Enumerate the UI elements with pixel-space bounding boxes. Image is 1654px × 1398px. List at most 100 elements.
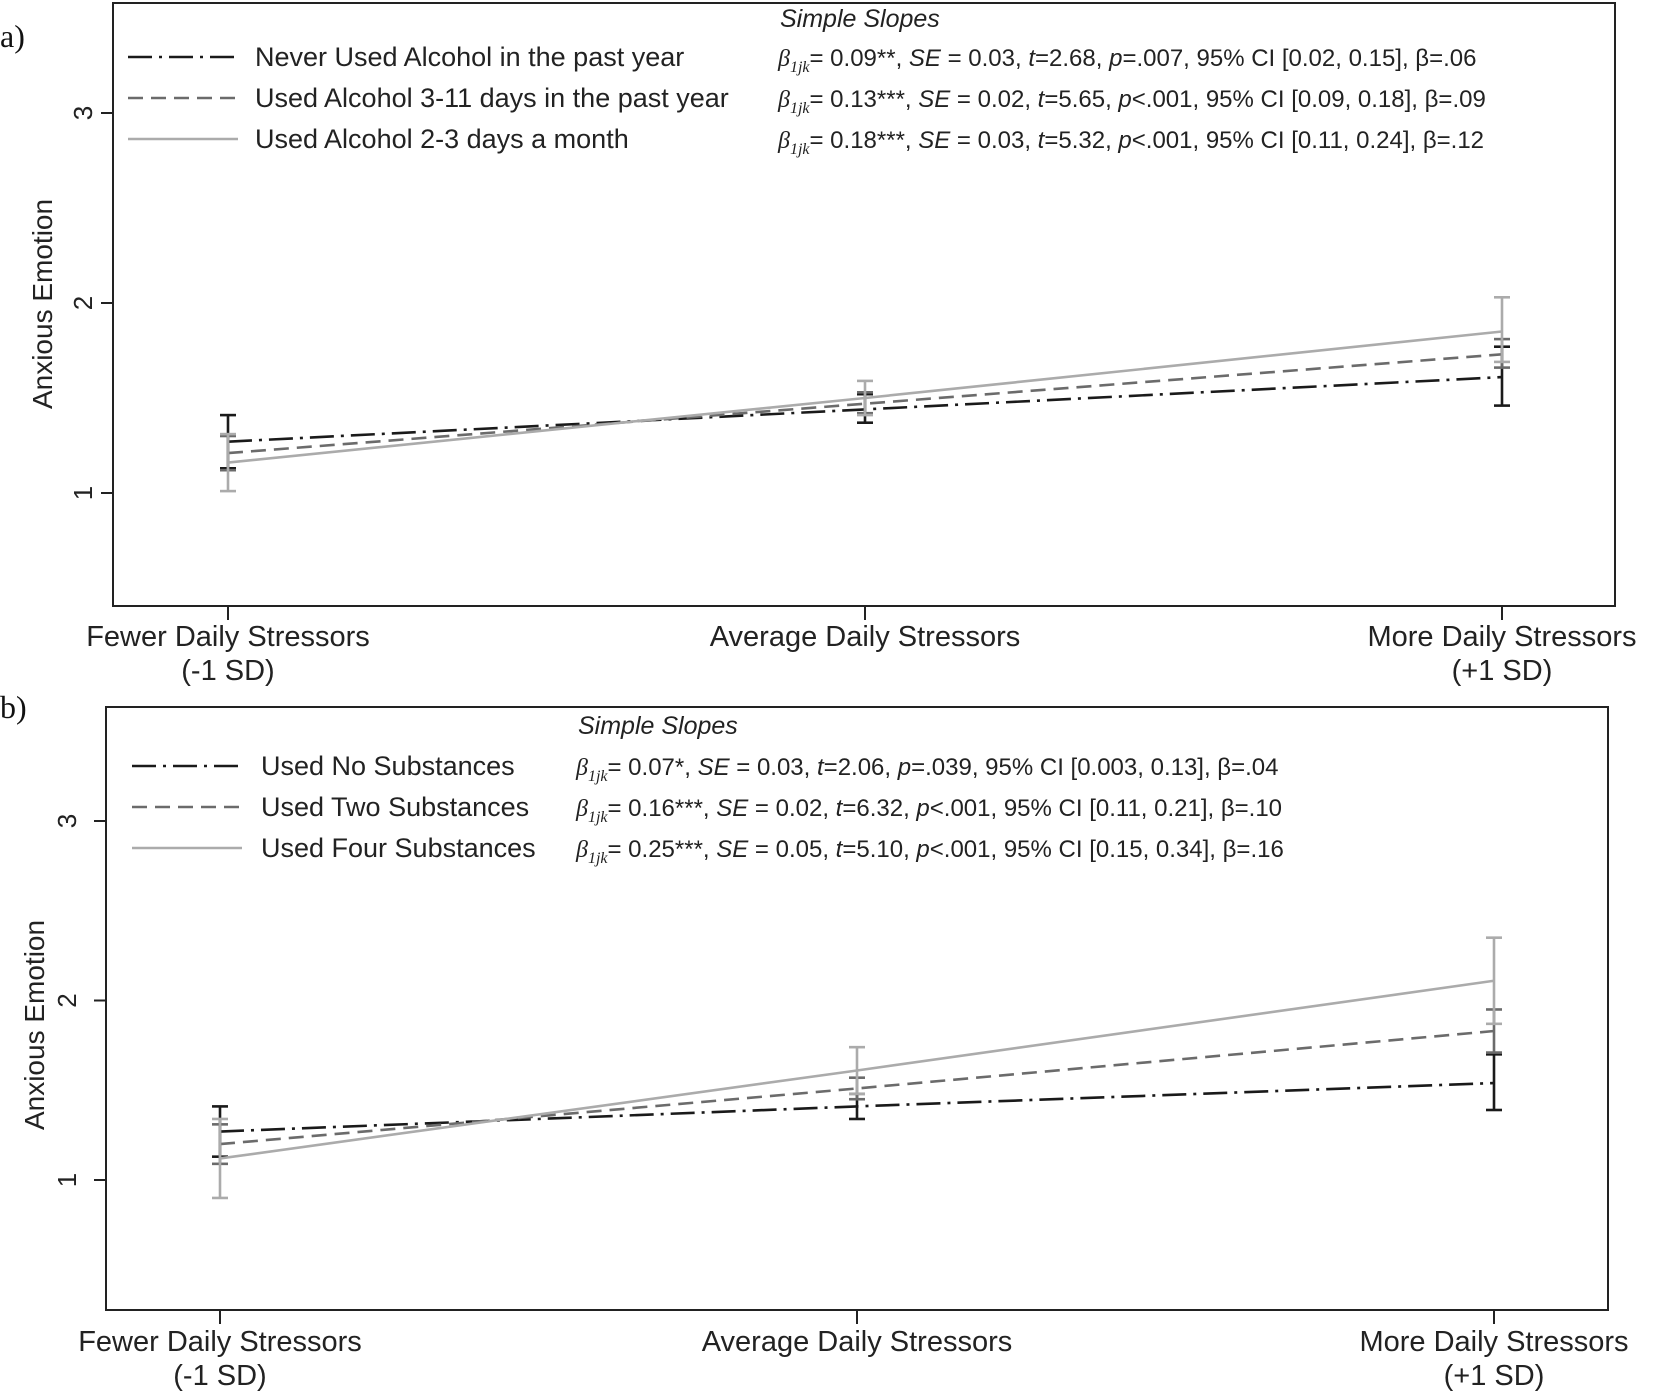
slope-stat-part: t — [1028, 45, 1036, 72]
x-tick-label-line: Fewer Daily Stressors — [86, 621, 370, 653]
y-axis-label: Anxious Emotion — [19, 920, 50, 1130]
legend-label: Used Two Substances — [261, 792, 529, 822]
x-tick-label: More Daily Stressors (+1 SD) — [1367, 621, 1636, 687]
legend-title: Simple Slopes — [578, 712, 738, 740]
slope-stat-part: =.007, 95% CI [0.02, 0.15], β=.06 — [1122, 45, 1476, 72]
x-tick-label: Fewer Daily Stressors (-1 SD) — [86, 621, 370, 687]
slope-stat-part: = 0.02, — [950, 86, 1037, 113]
slope-stat-part: = 0.13***, — [810, 86, 919, 113]
y-tick-label: 2 — [68, 296, 98, 310]
legend-label: Used Alcohol 3-11 days in the past year — [255, 83, 729, 113]
slope-stat-part: t — [836, 836, 844, 863]
legend-title: Simple Slopes — [780, 5, 940, 33]
slope-stat-part: = 0.03, — [730, 754, 817, 781]
slope-stat-part: SE — [716, 836, 749, 863]
slope-stat-part: p — [1117, 86, 1131, 113]
slope-stat-part: = 0.03, — [950, 127, 1037, 154]
y-tick-label: 3 — [68, 106, 98, 120]
slope-stat-part: SE — [716, 795, 749, 822]
slope-stat-part: p — [897, 754, 911, 781]
slope-stat-part: 1jk — [588, 809, 608, 826]
slope-stat-part: SE — [918, 86, 951, 113]
legend-label: Used Four Substances — [261, 833, 536, 863]
y-tick-label: 1 — [68, 486, 98, 500]
slope-stat-part: <.001, 95% CI [0.15, 0.34], β=.16 — [930, 836, 1284, 863]
slope-stat-part: SE — [918, 127, 951, 154]
slope-stat-part: =5.10, — [842, 836, 916, 863]
series-3 — [220, 295, 1510, 493]
legend-label: Used No Substances — [261, 751, 515, 781]
slope-stat-part: β — [777, 128, 790, 154]
x-tick-label: Average Daily Stressors — [710, 621, 1021, 653]
y-axis-label: Anxious Emotion — [27, 199, 58, 409]
x-tick-label: Fewer Daily Stressors (-1 SD) — [78, 1326, 362, 1392]
x-tick-label: More Daily Stressors (+1 SD) — [1359, 1326, 1628, 1392]
slope-stat-part: = 0.16***, — [608, 795, 717, 822]
slope-stat: β1jk= 0.13***, SE = 0.02, t=5.65, p<.001… — [777, 86, 1486, 117]
slope-stat-part: β — [575, 796, 588, 822]
slope-stat-part: t — [836, 795, 844, 822]
panel-a: a) 1 2 3 Anxious Emotion Fewer Daily Stressor… — [0, 2, 1637, 687]
slope-stat-part: p — [915, 795, 929, 822]
slope-stat-part: <.001, 95% CI [0.09, 0.18], β=.09 — [1132, 86, 1486, 113]
series-line — [219, 1029, 1495, 1146]
x-tick-label: Average Daily Stressors — [702, 1326, 1013, 1358]
y-tick-label: 3 — [52, 814, 82, 828]
panel-b: b) 1 2 3 Anxious Emotion Fewer Daily Stressor… — [0, 689, 1629, 1392]
legend-label: Used Alcohol 2-3 days a month — [255, 124, 629, 154]
slope-stat-part: =2.06, — [824, 754, 898, 781]
slope-stat: β1jk= 0.09**, SE = 0.03, t=2.68, p=.007,… — [777, 45, 1476, 76]
slope-stat-part: = 0.07*, — [608, 754, 698, 781]
slope-stat: β1jk= 0.16***, SE = 0.02, t=6.32, p<.001… — [575, 795, 1282, 826]
slope-stat-part: = 0.02, — [748, 795, 835, 822]
x-tick-label-line: Average Daily Stressors — [710, 621, 1021, 653]
slope-stat: β1jk= 0.25***, SE = 0.05, t=5.10, p<.001… — [575, 836, 1284, 867]
x-tick-label-line: (+1 SD) — [1452, 655, 1553, 687]
slope-stat-part: = 0.18***, — [810, 127, 919, 154]
slope-stat-part: 1jk — [790, 100, 810, 117]
slope-stat-part: β — [777, 87, 790, 113]
slope-stat-part: = 0.03, — [941, 45, 1028, 72]
x-tick-label-line: (+1 SD) — [1444, 1360, 1545, 1392]
slope-stat-part: =2.68, — [1035, 45, 1109, 72]
panel-label: a) — [0, 18, 25, 54]
slope-stat-part: =5.32, — [1044, 127, 1118, 154]
slope-stat-part: t — [817, 754, 825, 781]
legend: Simple Slopes Never Used Alcohol in the p… — [128, 5, 1486, 158]
x-tick-label-line: Fewer Daily Stressors — [78, 1326, 362, 1358]
x-tick-label-line: (-1 SD) — [173, 1360, 266, 1392]
slope-stat-part: 1jk — [790, 141, 810, 158]
slope-stat-part: 1jk — [588, 850, 608, 867]
slope-stat-part: β — [575, 755, 588, 781]
slope-stat-part: t — [1038, 127, 1046, 154]
slope-stat-part: <.001, 95% CI [0.11, 0.21], β=.10 — [930, 795, 1282, 822]
legend-label: Never Used Alcohol in the past year — [255, 42, 684, 72]
x-tick-label-line: More Daily Stressors — [1367, 621, 1636, 653]
slope-stat-part: β — [575, 837, 588, 863]
slope-stat-part: p — [1117, 127, 1131, 154]
slope-stat-part: 1jk — [588, 768, 608, 785]
slope-stat-part: β — [777, 46, 790, 72]
y-tick-label: 1 — [52, 1173, 82, 1187]
slope-stat: β1jk= 0.07*, SE = 0.03, t=2.06, p=.039, … — [575, 754, 1279, 785]
slope-stat-part: 1jk — [790, 59, 810, 76]
slope-stat-part: =6.32, — [842, 795, 916, 822]
slope-stat-part: =5.65, — [1044, 86, 1118, 113]
slope-stat-part: p — [915, 836, 929, 863]
x-tick-label-line: Average Daily Stressors — [702, 1326, 1013, 1358]
series-3 — [212, 936, 1502, 1200]
slope-stat-part: =.039, 95% CI [0.003, 0.13], β=.04 — [911, 754, 1278, 781]
slope-stat-part: = 0.09**, — [810, 45, 909, 72]
x-tick-label-line: (-1 SD) — [181, 655, 274, 687]
slope-stat-part: SE — [909, 45, 942, 72]
slope-stat-part: = 0.05, — [748, 836, 835, 863]
y-tick-label: 2 — [52, 993, 82, 1007]
slope-stat-part: p — [1108, 45, 1122, 72]
panel-label: b) — [0, 689, 27, 725]
slope-stat-part: t — [1038, 86, 1046, 113]
slope-stat-part: = 0.25***, — [608, 836, 717, 863]
slope-stat: β1jk= 0.18***, SE = 0.03, t=5.32, p<.001… — [777, 127, 1484, 158]
x-tick-label-line: More Daily Stressors — [1359, 1326, 1628, 1358]
